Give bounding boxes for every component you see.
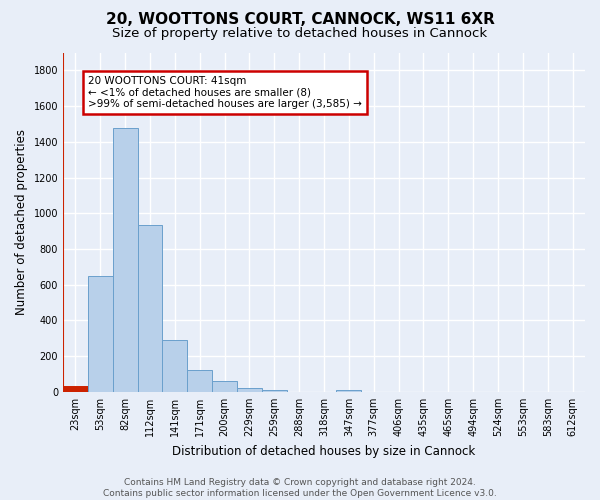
Bar [337, 390, 361, 392]
Bar [237, 388, 262, 392]
Text: 20, WOOTTONS COURT, CANNOCK, WS11 6XR: 20, WOOTTONS COURT, CANNOCK, WS11 6XR [106, 12, 494, 28]
X-axis label: Distribution of detached houses by size in Cannock: Distribution of detached houses by size … [172, 444, 476, 458]
Bar [88, 276, 113, 392]
Text: Size of property relative to detached houses in Cannock: Size of property relative to detached ho… [112, 28, 488, 40]
Bar [187, 370, 212, 392]
Bar [137, 225, 163, 392]
Bar [163, 340, 187, 392]
Y-axis label: Number of detached properties: Number of detached properties [15, 129, 28, 315]
Text: 20 WOOTTONS COURT: 41sqm
← <1% of detached houses are smaller (8)
>99% of semi-d: 20 WOOTTONS COURT: 41sqm ← <1% of detach… [88, 76, 362, 109]
Bar [212, 381, 237, 392]
Text: Contains HM Land Registry data © Crown copyright and database right 2024.
Contai: Contains HM Land Registry data © Crown c… [103, 478, 497, 498]
Bar [262, 390, 287, 392]
Bar [113, 128, 137, 392]
Bar [63, 386, 88, 392]
